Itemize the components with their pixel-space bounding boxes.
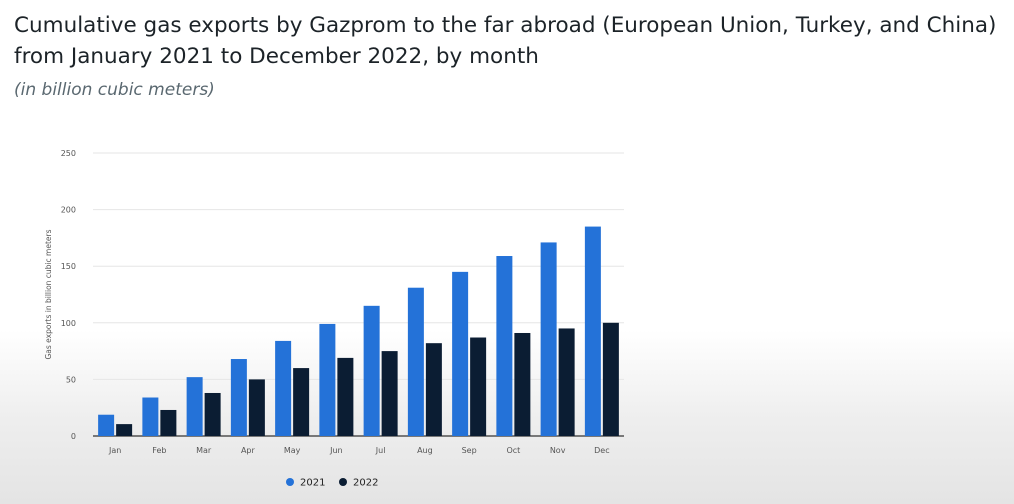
x-tick-label: Dec xyxy=(594,446,609,455)
x-tick-label: Jun xyxy=(329,446,343,455)
bar-2022-apr[interactable] xyxy=(248,379,265,436)
bar-2022-nov[interactable] xyxy=(558,328,575,436)
bar-2022-jan[interactable] xyxy=(116,424,133,436)
chart-title-line-1: Cumulative gas exports by Gazprom to the… xyxy=(14,13,997,38)
bar-2022-mar[interactable] xyxy=(204,392,221,436)
legend-marker-2022[interactable] xyxy=(339,478,347,486)
bar-2021-jun[interactable] xyxy=(319,323,336,436)
bar-2021-dec[interactable] xyxy=(584,226,601,436)
bar-2021-aug[interactable] xyxy=(407,287,424,436)
chart-title: Cumulative gas exports by Gazprom to the… xyxy=(14,10,1014,72)
y-axis-label: Gas exports in billion cubic meters xyxy=(44,229,53,359)
y-tick-label: 50 xyxy=(66,375,76,384)
legend-marker-2021[interactable] xyxy=(286,478,294,486)
bar-2021-jul[interactable] xyxy=(363,305,380,436)
x-tick-label: Sep xyxy=(462,446,477,455)
bar-2022-jul[interactable] xyxy=(381,351,398,436)
y-tick-label: 250 xyxy=(61,149,76,158)
bar-2022-sep[interactable] xyxy=(470,337,487,436)
x-tick-label: Feb xyxy=(152,446,166,455)
bar-2021-jan[interactable] xyxy=(98,414,115,436)
bar-2021-mar[interactable] xyxy=(186,377,203,436)
bar-2022-feb[interactable] xyxy=(160,409,177,436)
bar-2021-nov[interactable] xyxy=(540,242,557,436)
bar-2021-feb[interactable] xyxy=(142,397,159,436)
bar-2022-aug[interactable] xyxy=(425,343,442,436)
x-tick-label: Apr xyxy=(241,446,256,455)
x-tick-label: Jan xyxy=(108,446,121,455)
y-tick-label: 200 xyxy=(61,206,76,215)
chart-subtitle: (in billion cubic meters) xyxy=(14,80,215,100)
bar-2022-oct[interactable] xyxy=(514,332,531,436)
y-tick-label: 0 xyxy=(71,432,76,441)
legend-label-2021[interactable]: 2021 xyxy=(300,478,325,489)
bar-2021-sep[interactable] xyxy=(452,271,469,436)
x-tick-label: Nov xyxy=(550,446,566,455)
y-tick-label: 150 xyxy=(61,262,76,271)
bar-2022-dec[interactable] xyxy=(602,322,619,436)
bar-2021-apr[interactable] xyxy=(230,359,247,436)
y-tick-label: 100 xyxy=(61,319,76,328)
bar-2021-may[interactable] xyxy=(275,340,292,436)
chart-title-line-2: from January 2021 to December 2022, by m… xyxy=(14,44,539,69)
x-tick-label: Oct xyxy=(506,446,520,455)
x-tick-label: Aug xyxy=(417,446,433,455)
x-tick-label: May xyxy=(284,446,301,455)
bar-2021-oct[interactable] xyxy=(496,256,513,436)
x-tick-label: Jul xyxy=(375,446,386,455)
legend-label-2022[interactable]: 2022 xyxy=(353,478,378,489)
bar-2022-jun[interactable] xyxy=(337,357,354,436)
bar-2022-may[interactable] xyxy=(293,368,310,436)
x-tick-label: Mar xyxy=(196,446,212,455)
